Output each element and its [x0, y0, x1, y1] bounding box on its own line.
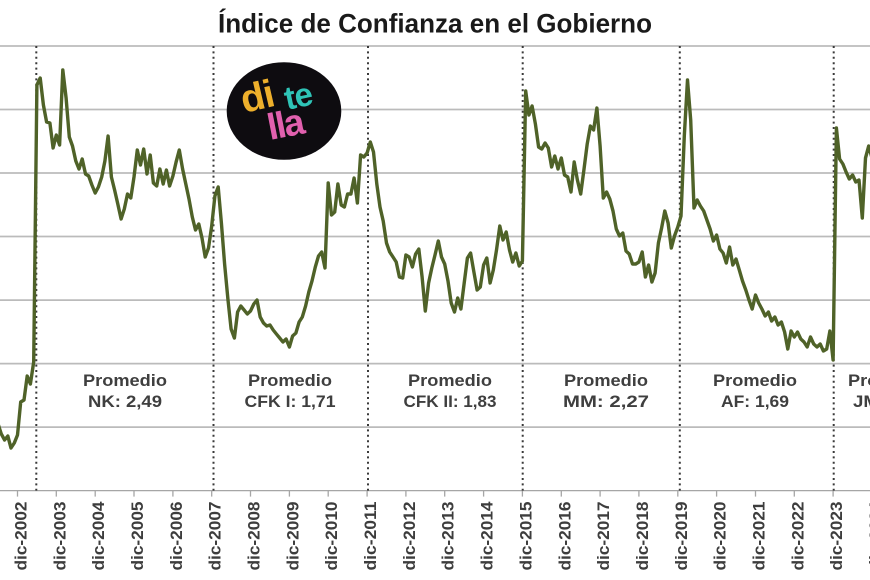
svg-text:NK: 2,49: NK: 2,49 [88, 392, 162, 411]
svg-text:dic-2013: dic-2013 [440, 502, 458, 571]
svg-text:dic-2003: dic-2003 [51, 502, 69, 571]
svg-text:Promedio: Promedio [248, 371, 332, 390]
svg-text:dic-2012: dic-2012 [401, 502, 419, 571]
svg-text:dic-2004: dic-2004 [90, 501, 108, 571]
svg-text:dic-2007: dic-2007 [207, 502, 225, 571]
svg-text:dic-2009: dic-2009 [284, 502, 302, 571]
svg-text:dic-2021: dic-2021 [751, 502, 769, 571]
svg-text:dic-2006: dic-2006 [168, 502, 186, 571]
svg-text:Promedio: Promedio [83, 371, 167, 390]
svg-text:dic-2022: dic-2022 [789, 502, 807, 571]
svg-text:dic-2014: dic-2014 [479, 501, 497, 571]
svg-text:dic-2002: dic-2002 [13, 502, 31, 571]
svg-text:Promedio: Promedio [564, 371, 648, 390]
svg-text:CFK I: 1,71: CFK I: 1,71 [245, 392, 336, 411]
svg-text:dic-2011: dic-2011 [362, 502, 380, 571]
svg-text:dic-2010: dic-2010 [323, 502, 341, 571]
svg-text:AF: 1,69: AF: 1,69 [721, 392, 789, 411]
svg-text:dic-2018: dic-2018 [634, 502, 652, 571]
svg-text:Promedio: Promedio [713, 371, 797, 390]
svg-text:dic-2008: dic-2008 [246, 502, 264, 571]
svg-text:dic-2023: dic-2023 [828, 502, 846, 571]
svg-text:dic-2024: dic-2024 [867, 501, 870, 571]
svg-text:JM: 2,51: JM: 2,51 [853, 392, 870, 411]
svg-text:dic-2020: dic-2020 [712, 502, 730, 571]
svg-text:dic-2015: dic-2015 [517, 502, 535, 571]
svg-text:Promedio: Promedio [408, 371, 492, 390]
svg-text:dic-2005: dic-2005 [129, 502, 147, 571]
svg-text:dic-2016: dic-2016 [556, 502, 574, 571]
svg-text:dic-2017: dic-2017 [595, 502, 613, 571]
svg-text:dic-2019: dic-2019 [673, 502, 691, 571]
svg-text:CFK II: 1,83: CFK II: 1,83 [404, 392, 497, 411]
svg-text:Índice de Confianza en el Gobi: Índice de Confianza en el Gobierno [218, 9, 652, 39]
svg-text:Promedio: Promedio [848, 371, 870, 390]
svg-text:MM: 2,27: MM: 2,27 [563, 392, 649, 411]
